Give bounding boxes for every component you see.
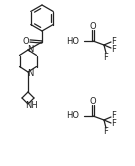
- Text: N: N: [27, 69, 34, 78]
- Text: HO: HO: [66, 37, 79, 45]
- Text: O: O: [23, 37, 29, 45]
- Text: F: F: [112, 112, 116, 121]
- Text: F: F: [104, 52, 108, 61]
- Text: N: N: [27, 44, 34, 53]
- Text: O: O: [90, 96, 96, 106]
- Text: F: F: [104, 127, 108, 136]
- Text: F: F: [112, 120, 116, 128]
- Text: HO: HO: [66, 112, 79, 121]
- Text: F: F: [112, 37, 116, 45]
- Text: F: F: [112, 44, 116, 53]
- Text: NH: NH: [25, 101, 37, 111]
- Text: O: O: [90, 22, 96, 31]
